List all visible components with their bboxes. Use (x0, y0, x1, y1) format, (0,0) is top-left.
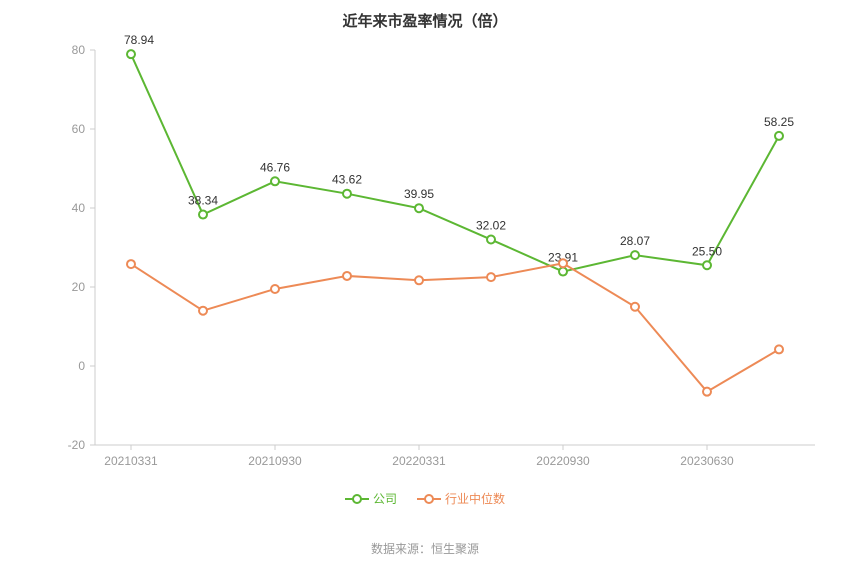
data-marker (343, 190, 351, 198)
y-tick-label: 0 (78, 359, 85, 373)
y-tick-label: 40 (72, 201, 86, 215)
data-label: 43.62 (332, 173, 362, 187)
x-tick-label: 20230630 (680, 454, 734, 468)
data-label: 46.76 (260, 160, 290, 174)
data-label: 39.95 (404, 187, 434, 201)
data-marker (343, 272, 351, 280)
data-marker (559, 259, 567, 267)
data-marker (487, 273, 495, 281)
data-marker (487, 236, 495, 244)
legend-item[interactable]: 公司 (345, 490, 397, 507)
legend-item[interactable]: 行业中位数 (417, 490, 505, 507)
x-tick-label: 20210930 (248, 454, 302, 468)
data-marker (271, 285, 279, 293)
data-label: 58.25 (764, 115, 794, 129)
data-label: 38.34 (188, 194, 218, 208)
data-marker (415, 204, 423, 212)
data-marker (631, 303, 639, 311)
legend: 公司 行业中位数 (0, 490, 850, 508)
data-marker (775, 345, 783, 353)
data-label: 28.07 (620, 234, 650, 248)
y-tick-label: 80 (72, 43, 86, 57)
data-marker (703, 388, 711, 396)
data-source: 数据来源：恒生聚源 (0, 540, 850, 557)
series-line (131, 263, 779, 391)
x-tick-label: 20220331 (392, 454, 446, 468)
legend-label: 行业中位数 (445, 490, 505, 507)
data-marker (631, 251, 639, 259)
data-marker (415, 276, 423, 284)
y-tick-label: 20 (72, 280, 86, 294)
data-marker (199, 307, 207, 315)
data-marker (703, 261, 711, 269)
data-marker (271, 177, 279, 185)
data-marker (127, 260, 135, 268)
y-tick-label: 60 (72, 122, 86, 136)
data-marker (775, 132, 783, 140)
data-label: 25.50 (692, 244, 722, 258)
x-tick-label: 20220930 (536, 454, 590, 468)
data-marker (199, 211, 207, 219)
legend-label: 公司 (373, 490, 397, 507)
data-marker (559, 268, 567, 276)
chart-container: 近年来市盈率情况（倍） -200204060802021033120210930… (0, 0, 850, 575)
data-marker (127, 50, 135, 58)
data-label: 78.94 (124, 33, 154, 47)
data-label: 32.02 (476, 219, 506, 233)
chart-plot: -20 0 20 40 60 80 20210331 20210930 20220331 2022… (0, 0, 850, 485)
legend-swatch (345, 493, 369, 505)
legend-swatch (417, 493, 441, 505)
y-tick-label: -20 (68, 438, 86, 452)
series-line (131, 54, 779, 271)
x-tick-label: 20210331 (104, 454, 158, 468)
